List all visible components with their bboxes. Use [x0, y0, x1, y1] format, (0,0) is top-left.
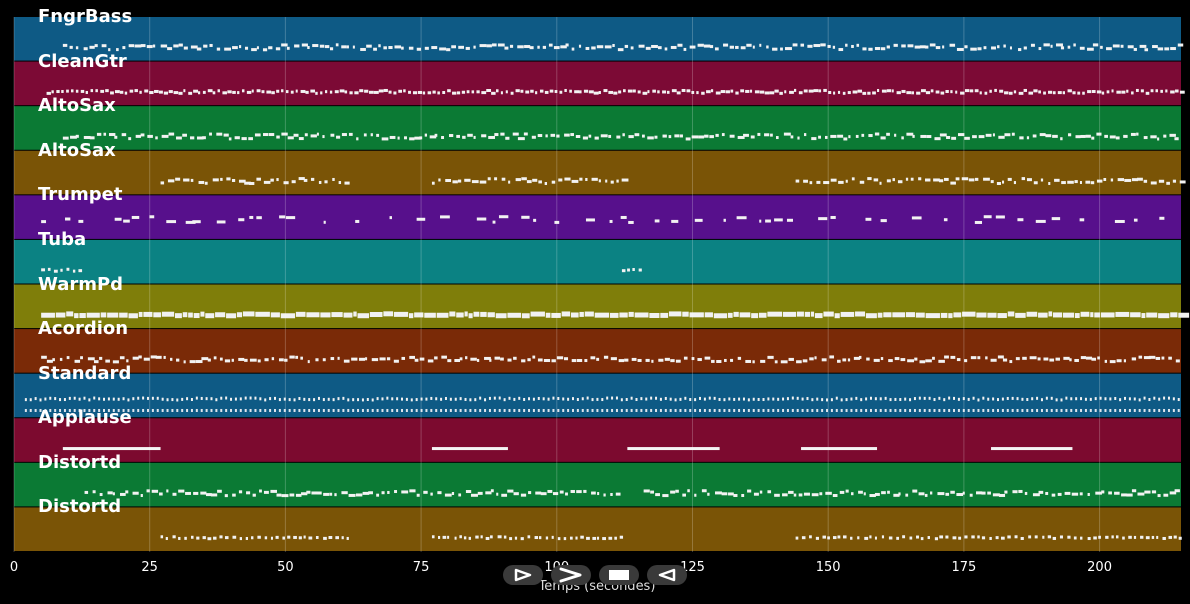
stop-icon	[609, 570, 629, 580]
note-cluster	[801, 447, 878, 451]
note-cluster	[62, 43, 1184, 52]
x-tick-label: 75	[412, 560, 430, 575]
play-button[interactable]	[503, 565, 543, 585]
note-cluster	[62, 132, 1179, 141]
rewind-button[interactable]	[647, 565, 687, 585]
track-label: FngrBass	[38, 6, 133, 27]
track-label: AltoSax	[38, 139, 116, 161]
track-lane	[14, 195, 1181, 239]
note-cluster	[431, 177, 629, 186]
track-lane	[14, 284, 1181, 329]
note-cluster	[62, 447, 161, 451]
note-cluster	[160, 177, 350, 185]
note-cluster	[431, 535, 624, 541]
x-tick-label: 175	[951, 560, 977, 575]
note-cluster	[84, 489, 356, 498]
x-tick-label: 50	[277, 560, 294, 575]
forward-button[interactable]	[551, 565, 591, 585]
track-label: Tuba	[38, 228, 87, 250]
x-tick-label: 200	[1087, 560, 1112, 575]
track-lane	[14, 150, 1181, 195]
note-cluster	[355, 489, 621, 497]
note-cluster	[46, 88, 1185, 95]
track-lane	[14, 106, 1181, 150]
track-lane	[14, 17, 1181, 61]
track-label: AltoSax	[38, 95, 116, 117]
note-cluster	[621, 268, 642, 273]
note-cluster	[627, 447, 720, 451]
track-label: Trumpet	[38, 184, 123, 206]
play-icon	[514, 568, 532, 582]
note-cluster	[24, 396, 1180, 412]
track-label: Distortd	[38, 496, 122, 518]
x-tick-label: 150	[815, 560, 841, 575]
track-lane	[14, 61, 1181, 106]
track-label: CleanGtr	[38, 50, 127, 72]
track-lane	[14, 462, 1181, 507]
track-lane	[14, 329, 1181, 373]
track-lane	[14, 507, 1181, 551]
rewind-icon	[658, 568, 676, 582]
track-lane	[14, 239, 1181, 284]
track-label: Distortd	[38, 451, 122, 473]
note-cluster	[795, 177, 1186, 186]
stop-button[interactable]	[599, 565, 639, 585]
note-cluster	[795, 535, 1182, 541]
track-label: WarmPd	[38, 273, 124, 295]
note-cluster	[41, 311, 1190, 319]
note-cluster	[431, 447, 508, 451]
note-cluster	[160, 535, 349, 541]
note-cluster	[41, 215, 1165, 224]
track-label: Applause	[38, 407, 132, 429]
note-cluster	[643, 489, 1180, 498]
x-tick-label: 25	[141, 560, 158, 575]
note-cluster	[991, 447, 1073, 451]
forward-icon	[559, 567, 582, 583]
note-cluster	[41, 355, 1180, 364]
note-cluster	[41, 267, 83, 273]
track-label: Acordion	[38, 318, 129, 340]
track-lane	[14, 418, 1181, 462]
track-label: Standard	[38, 362, 132, 384]
x-tick-label: 0	[9, 560, 19, 575]
